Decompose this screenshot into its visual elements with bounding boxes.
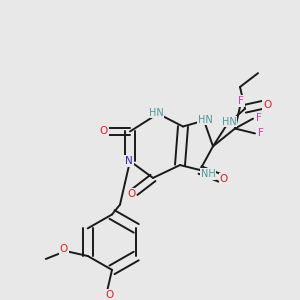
Text: HN: HN	[148, 108, 164, 118]
Text: F: F	[258, 128, 264, 138]
Text: O: O	[127, 189, 135, 199]
Text: HN: HN	[222, 117, 236, 127]
Text: NH: NH	[201, 169, 215, 179]
Text: F: F	[256, 112, 262, 123]
Text: O: O	[100, 127, 108, 136]
Text: O: O	[220, 174, 228, 184]
Text: F: F	[238, 96, 244, 106]
Text: HN: HN	[198, 115, 212, 124]
Text: O: O	[105, 290, 113, 300]
Text: O: O	[263, 100, 271, 110]
Text: O: O	[60, 244, 68, 254]
Text: N: N	[125, 156, 133, 166]
